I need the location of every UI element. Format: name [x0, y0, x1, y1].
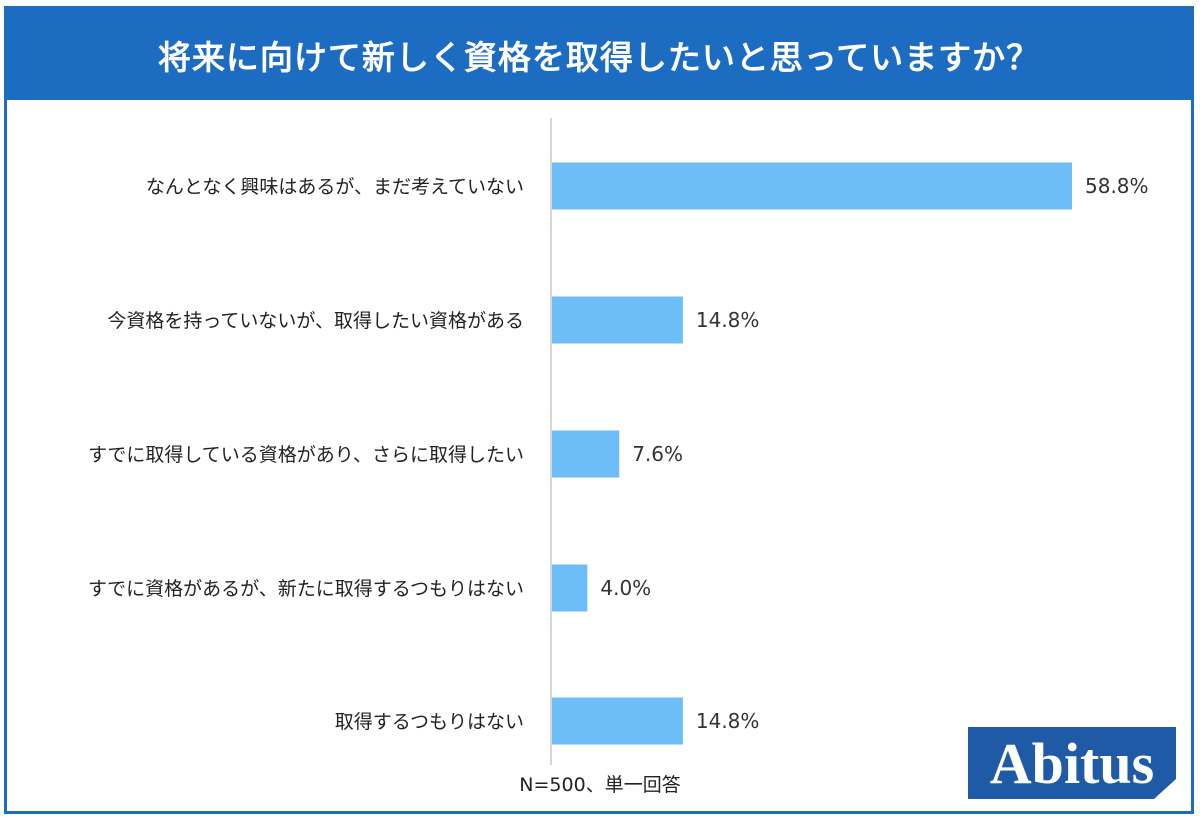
bar-3: [552, 430, 620, 478]
category-label-2: 今資格を持っていないが、取得したい資格がある: [107, 310, 524, 332]
value-label-4: 4.0%: [600, 576, 651, 600]
category-label-4: すでに資格があるが、新たに取得するつもりはない: [88, 578, 524, 600]
bar-5: [552, 697, 683, 745]
category-label-1: なんとなく興味はあるが、まだ考えていない: [146, 176, 524, 198]
value-labels-group: 58.8% 14.8% 7.6% 4.0% 14.8%: [600, 174, 1148, 733]
value-label-2: 14.8%: [696, 308, 760, 332]
logo-text: Abitus: [990, 731, 1154, 796]
value-label-5: 14.8%: [696, 709, 760, 733]
bar-1: [552, 162, 1072, 210]
chart-header: 将来に向けて新しく資格を取得したいと思っていますか？: [7, 9, 1191, 100]
category-label-3: すでに取得している資格があり、さらに取得したい: [88, 444, 524, 466]
value-label-3: 7.6%: [632, 442, 683, 466]
chart-frame: 将来に向けて新しく資格を取得したいと思っていますか？: [4, 6, 1194, 814]
bar-2: [552, 296, 683, 344]
chart-title: 将来に向けて新しく資格を取得したいと思っていますか？: [157, 37, 1041, 77]
abitus-logo: Abitus: [968, 727, 1176, 799]
value-label-1: 58.8%: [1085, 174, 1149, 198]
bars-group: [552, 162, 1072, 745]
category-label-5: 取得するつもりはない: [335, 711, 524, 733]
bar-4: [552, 564, 588, 612]
category-labels-group: なんとなく興味はあるが、まだ考えていない今資格を持っていないが、取得したい資格が…: [88, 176, 524, 733]
sample-note: N=500、単一回答: [519, 774, 681, 796]
logo-background: [968, 727, 1176, 799]
